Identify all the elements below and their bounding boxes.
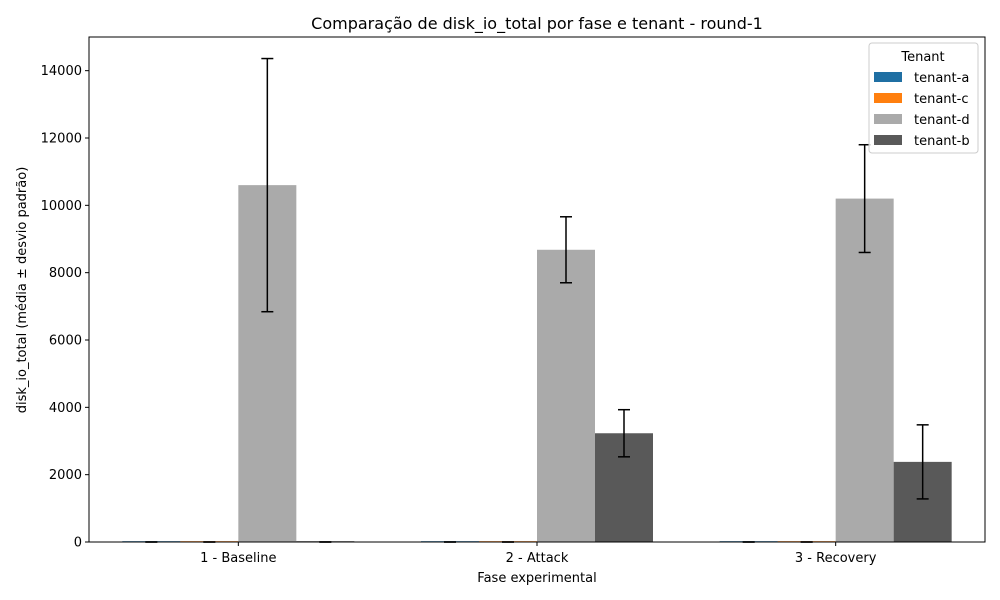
bar-tenant-d-3 — [835, 198, 894, 542]
error-bar-tenant-b-2 — [618, 408, 630, 458]
chart-title: Comparação de disk_io_total por fase e t… — [311, 14, 763, 34]
legend-swatch — [874, 135, 902, 145]
y-tick-label: 14000 — [41, 64, 82, 79]
y-tick-label: 12000 — [41, 132, 82, 147]
y-tick-label: 4000 — [49, 401, 82, 416]
legend: Tenant tenant-a tenant-c tenant-d tenant-b — [868, 42, 979, 154]
x-tick-label: 1 - Baseline — [200, 551, 276, 566]
x-tick-label: 3 - Recovery — [795, 551, 877, 566]
bar-tenant-d-2 — [537, 249, 595, 543]
bars-layer — [122, 185, 952, 543]
y-axis: 0 2000 4000 6000 8000 10000 12000 14000 — [41, 64, 89, 551]
y-tick-label: 8000 — [49, 266, 82, 281]
legend-item-tenant-a: tenant-a — [874, 71, 969, 86]
error-bar-tenant-d-2 — [560, 216, 572, 284]
legend-swatch — [874, 72, 902, 82]
x-tick-label: 2 - Attack — [506, 551, 569, 566]
y-tick-label: 2000 — [49, 468, 82, 483]
y-tick-label: 10000 — [41, 199, 82, 214]
legend-label: tenant-a — [914, 71, 969, 86]
legend-item-tenant-d: tenant-d — [874, 113, 970, 128]
x-axis-label: Fase experimental — [477, 571, 596, 586]
x-axis: 1 - Baseline 2 - Attack 3 - Recovery — [200, 542, 877, 566]
legend-title: Tenant — [900, 50, 944, 65]
error-bar-tenant-d-1 — [261, 57, 274, 313]
legend-label: tenant-d — [914, 113, 970, 128]
y-axis-label: disk_io_total (média ± desvio padrão) — [15, 167, 30, 414]
legend-swatch — [874, 114, 902, 124]
legend-item-tenant-c: tenant-c — [874, 92, 968, 107]
legend-label: tenant-b — [914, 134, 970, 149]
legend-swatch — [874, 93, 902, 103]
legend-frame — [868, 42, 979, 154]
error-bar-tenant-b-3 — [916, 424, 929, 500]
legend-label: tenant-c — [914, 92, 968, 107]
y-tick-label: 6000 — [49, 334, 82, 349]
legend-item-tenant-b: tenant-b — [874, 134, 970, 149]
y-tick-label: 0 — [74, 536, 82, 551]
